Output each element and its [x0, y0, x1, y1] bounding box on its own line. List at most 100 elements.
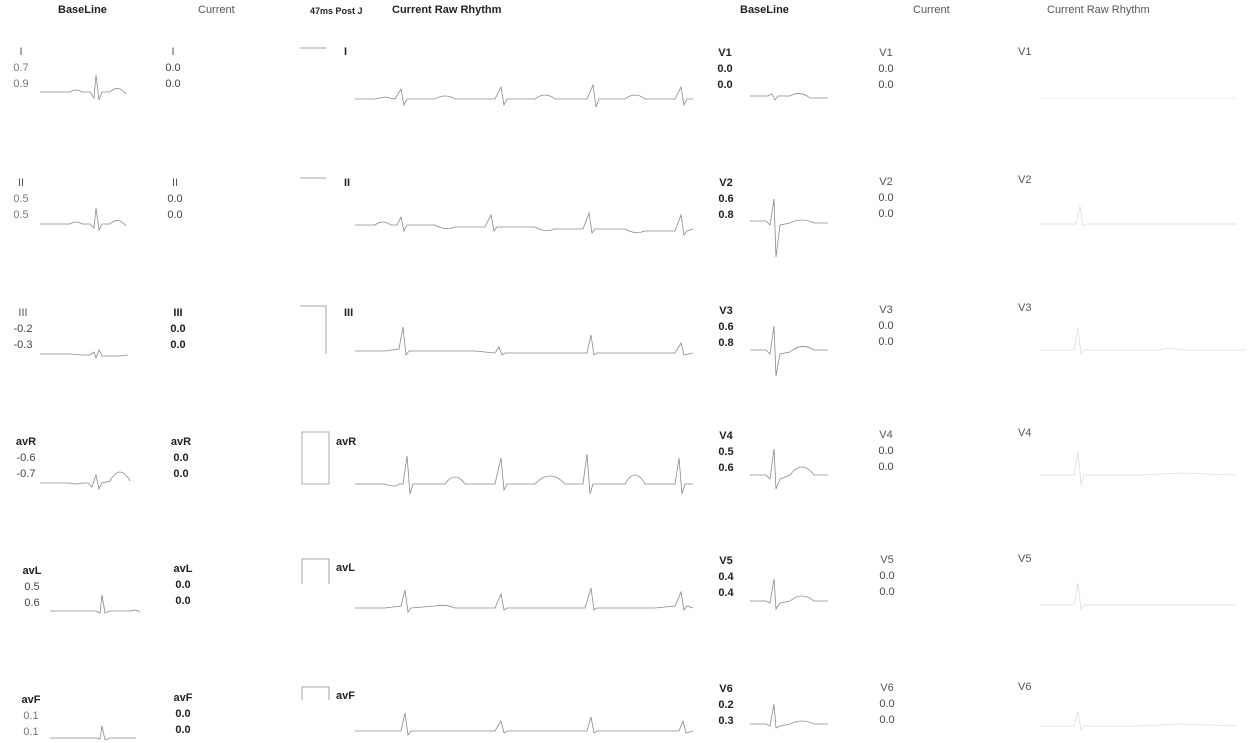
baseline-lead-group: avF 0.1 0.1: [18, 692, 44, 740]
baseline-value-1: 0.0: [717, 63, 733, 75]
current-lead-label: V4: [879, 429, 893, 441]
baseline-lead-group: V2 0.6 0.8: [714, 175, 738, 223]
raw-rhythm-trace-v2: [1040, 205, 1236, 227]
baseline-lead-label: avL: [22, 565, 42, 577]
current-value-2: 0.0: [878, 336, 894, 348]
current-value-1: 0.0: [165, 62, 181, 74]
calibration-pulse-i: [300, 47, 326, 49]
raw-rhythm-trace-v5: [1040, 582, 1236, 611]
baseline-lead-label: V3: [719, 305, 733, 317]
baseline-lead-label: V2: [719, 177, 733, 189]
raw-rhythm-lead-label: V2: [1018, 174, 1032, 186]
raw-rhythm-trace-v6: [1040, 711, 1237, 731]
baseline-lead-group: V3 0.6 0.8: [714, 303, 738, 351]
current-value-1: 0.0: [175, 708, 191, 720]
baseline-value-2: -0.7: [16, 468, 36, 480]
current-value-1: 0.0: [878, 320, 894, 332]
raw-rhythm-lead-label: V4: [1018, 427, 1032, 439]
current-lead-label: V5: [880, 554, 894, 566]
baseline-lead-label: V1: [718, 47, 732, 59]
raw-rhythm-lead-label: I: [344, 46, 348, 58]
current-lead-group: avF 0.0 0.0: [170, 690, 196, 738]
baseline-lead-group: avR -0.6 -0.7: [12, 434, 40, 482]
baseline-beat-trace-v5: [750, 578, 828, 611]
baseline-value-2: -0.3: [13, 339, 33, 351]
current-lead-group: III 0.0 0.0: [166, 305, 190, 353]
baseline-value-2: 0.6: [718, 462, 734, 474]
baseline-value-1: 0.7: [13, 62, 29, 74]
raw-rhythm-trace-v1: [1040, 97, 1236, 99]
current-lead-group: V2 0.0 0.0: [875, 174, 897, 222]
baseline-value-1: 0.5: [24, 581, 40, 593]
baseline-value-1: 0.6: [718, 321, 734, 333]
baseline-value-2: 0.1: [23, 726, 39, 738]
baseline-beat-trace-avr: [40, 471, 131, 491]
current-lead-label: V2: [879, 176, 893, 188]
baseline-value-2: 0.8: [718, 209, 734, 221]
baseline-value-1: 0.6: [718, 193, 734, 205]
raw-rhythm-trace-ii: [355, 211, 694, 237]
baseline-lead-label: I: [19, 46, 23, 58]
baseline-value-1: 0.5: [13, 193, 29, 205]
current-lead-label: avR: [170, 436, 192, 448]
baseline-value-1: 0.4: [718, 571, 734, 583]
current-value-2: 0.0: [878, 208, 894, 220]
baseline-beat-trace-v4: [750, 448, 828, 490]
raw-rhythm-trace-iii: [355, 326, 694, 357]
current-lead-group: II 0.0 0.0: [163, 175, 187, 223]
current-value-1: 0.0: [879, 698, 895, 710]
raw-rhythm-trace-avf: [355, 712, 694, 737]
left-baseline-header: BaseLine: [58, 4, 107, 16]
right-baseline-header: BaseLine: [740, 4, 789, 16]
baseline-lead-label: avR: [15, 436, 37, 448]
calibration-pulse-avl: [301, 558, 330, 584]
right-current-header: Current: [913, 4, 950, 16]
current-value-1: 0.0: [878, 445, 894, 457]
baseline-lead-label: II: [17, 177, 25, 189]
baseline-lead-group: V4 0.5 0.6: [714, 428, 738, 476]
current-lead-label: avF: [173, 692, 193, 704]
raw-rhythm-lead-label: V5: [1018, 553, 1032, 565]
current-lead-group: V4 0.0 0.0: [875, 427, 897, 475]
baseline-beat-trace-i: [40, 74, 127, 101]
current-value-2: 0.0: [175, 595, 191, 607]
current-lead-group: V6 0.0 0.0: [876, 680, 898, 728]
baseline-lead-group: II 0.5 0.5: [10, 175, 32, 223]
current-lead-label: III: [173, 307, 183, 319]
current-value-1: 0.0: [170, 323, 186, 335]
calibration-pulse-iii: [300, 305, 327, 354]
left-raw-rhythm-header: Current Raw Rhythm: [392, 4, 502, 16]
current-value-2: 0.0: [173, 468, 189, 480]
baseline-lead-label: avF: [21, 694, 41, 706]
current-lead-label: II: [171, 177, 179, 189]
raw-rhythm-trace-i: [355, 83, 693, 108]
current-value-1: 0.0: [167, 193, 183, 205]
baseline-value-1: 0.1: [23, 710, 39, 722]
raw-rhythm-lead-label: avR: [336, 436, 357, 448]
baseline-value-1: -0.6: [16, 452, 36, 464]
baseline-value-2: 0.3: [718, 715, 734, 727]
left-current-header: Current: [198, 4, 235, 16]
current-lead-label: V1: [879, 47, 893, 59]
baseline-lead-group: V5 0.4 0.4: [714, 553, 738, 601]
current-value-2: 0.0: [170, 339, 186, 351]
current-lead-group: V1 0.0 0.0: [875, 45, 897, 93]
current-lead-label: V3: [879, 304, 893, 316]
baseline-beat-trace-v2: [750, 198, 828, 258]
baseline-value-2: 0.8: [718, 337, 734, 349]
current-value-2: 0.0: [878, 79, 894, 91]
baseline-value-2: 0.6: [24, 597, 40, 609]
baseline-value-2: 0.9: [13, 78, 29, 90]
baseline-lead-label: V6: [719, 683, 733, 695]
post-j-header: 47ms Post J: [310, 6, 363, 16]
calibration-pulse-avr: [301, 431, 330, 485]
raw-rhythm-trace-avl: [355, 587, 694, 614]
raw-rhythm-lead-label: V3: [1018, 302, 1032, 314]
current-value-1: 0.0: [879, 570, 895, 582]
current-value-2: 0.0: [167, 209, 183, 221]
calibration-pulse-ii: [300, 177, 326, 179]
right-raw-rhythm-header: Current Raw Rhythm: [1047, 4, 1150, 16]
baseline-value-1: -0.2: [13, 323, 33, 335]
baseline-lead-group: V1 0.0 0.0: [713, 45, 737, 93]
current-lead-group: avL 0.0 0.0: [170, 561, 196, 609]
